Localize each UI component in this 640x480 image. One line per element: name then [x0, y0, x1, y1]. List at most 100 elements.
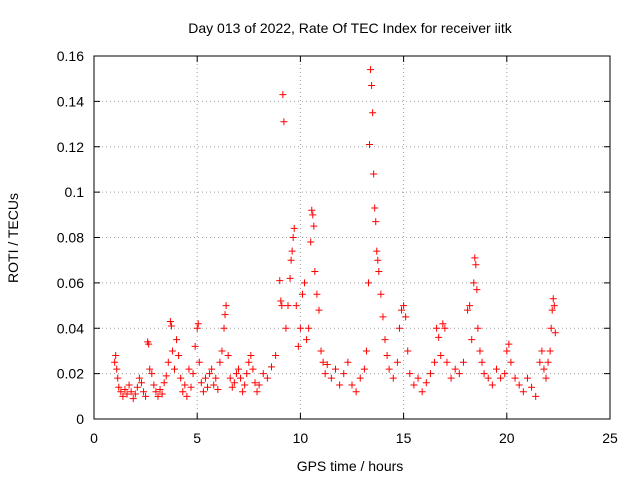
- data-point: [340, 370, 348, 378]
- data-point: [204, 383, 212, 391]
- data-point: [379, 313, 387, 321]
- data-point: [307, 238, 315, 246]
- data-point: [367, 66, 375, 74]
- data-point: [404, 347, 412, 355]
- data-point: [507, 358, 515, 366]
- data-point: [360, 365, 368, 373]
- data-point: [523, 374, 531, 382]
- data-point: [230, 379, 238, 387]
- y-tick-label: 0.16: [57, 48, 84, 64]
- grid-lines: [94, 56, 610, 419]
- data-point: [385, 365, 393, 373]
- data-point: [377, 290, 385, 298]
- data-point: [538, 347, 546, 355]
- data-point: [410, 381, 418, 389]
- data-point: [480, 370, 488, 378]
- data-point: [113, 365, 121, 373]
- data-point: [278, 302, 286, 310]
- data-point: [551, 329, 559, 337]
- data-point: [140, 388, 148, 396]
- data-point: [371, 204, 379, 212]
- data-point: [263, 374, 271, 382]
- data-point: [528, 383, 536, 391]
- data-point: [259, 370, 267, 378]
- data-point: [447, 374, 455, 382]
- data-point: [268, 363, 276, 371]
- data-point: [468, 336, 476, 344]
- data-point: [373, 247, 381, 255]
- data-point: [400, 302, 408, 310]
- data-point: [451, 365, 459, 373]
- data-point: [221, 311, 229, 319]
- data-point: [503, 347, 511, 355]
- data-point: [247, 351, 255, 359]
- data-point: [224, 351, 232, 359]
- data-point: [148, 370, 156, 378]
- data-point: [280, 118, 288, 126]
- data-point: [443, 358, 451, 366]
- data-point: [121, 386, 129, 394]
- data-point: [366, 140, 374, 148]
- data-point: [114, 374, 122, 382]
- data-point: [484, 374, 492, 382]
- data-point: [437, 351, 445, 359]
- data-point: [348, 381, 356, 389]
- data-point: [287, 256, 295, 264]
- data-point: [321, 370, 329, 378]
- data-point: [323, 361, 331, 369]
- y-tick-label: 0.02: [57, 366, 84, 382]
- data-point: [193, 324, 201, 332]
- data-point: [532, 392, 540, 400]
- data-point: [123, 390, 131, 398]
- data-point: [488, 381, 496, 389]
- data-point: [208, 365, 216, 373]
- data-point: [276, 277, 284, 285]
- x-tick-label: 10: [293, 430, 309, 446]
- data-point: [195, 358, 203, 366]
- data-point: [310, 222, 318, 230]
- data-point: [220, 324, 228, 332]
- y-tick-label: 0.14: [57, 93, 84, 109]
- data-point: [393, 358, 401, 366]
- data-point: [511, 374, 519, 382]
- data-point: [547, 324, 555, 332]
- y-tick-label: 0: [76, 411, 84, 427]
- data-points: [111, 66, 559, 403]
- data-point: [222, 302, 230, 310]
- data-point: [474, 324, 482, 332]
- data-point: [383, 351, 391, 359]
- data-point: [272, 351, 280, 359]
- data-point: [492, 365, 500, 373]
- data-point: [164, 358, 172, 366]
- data-point: [167, 322, 175, 330]
- data-point: [142, 392, 150, 400]
- data-point: [374, 256, 382, 264]
- data-point: [290, 224, 298, 232]
- data-point: [146, 365, 154, 373]
- data-point: [197, 379, 205, 387]
- data-point: [519, 388, 527, 396]
- data-point: [237, 374, 245, 382]
- data-point: [540, 365, 548, 373]
- x-tick-label: 25: [602, 430, 618, 446]
- data-point: [362, 347, 370, 355]
- data-point: [216, 358, 224, 366]
- data-point: [234, 365, 242, 373]
- data-point: [154, 392, 162, 400]
- data-point: [125, 381, 133, 389]
- data-point: [115, 383, 123, 391]
- data-point: [478, 358, 486, 366]
- data-point: [255, 381, 263, 389]
- data-point: [119, 392, 127, 400]
- data-point: [243, 370, 251, 378]
- data-point: [292, 302, 300, 310]
- data-point: [173, 336, 181, 344]
- data-point: [158, 390, 166, 398]
- data-point: [426, 370, 434, 378]
- data-point: [301, 279, 309, 287]
- data-point: [194, 320, 202, 328]
- data-point: [288, 247, 296, 255]
- chart-title: Day 013 of 2022, Rate Of TEC Index for r…: [188, 20, 512, 36]
- data-point: [311, 268, 319, 276]
